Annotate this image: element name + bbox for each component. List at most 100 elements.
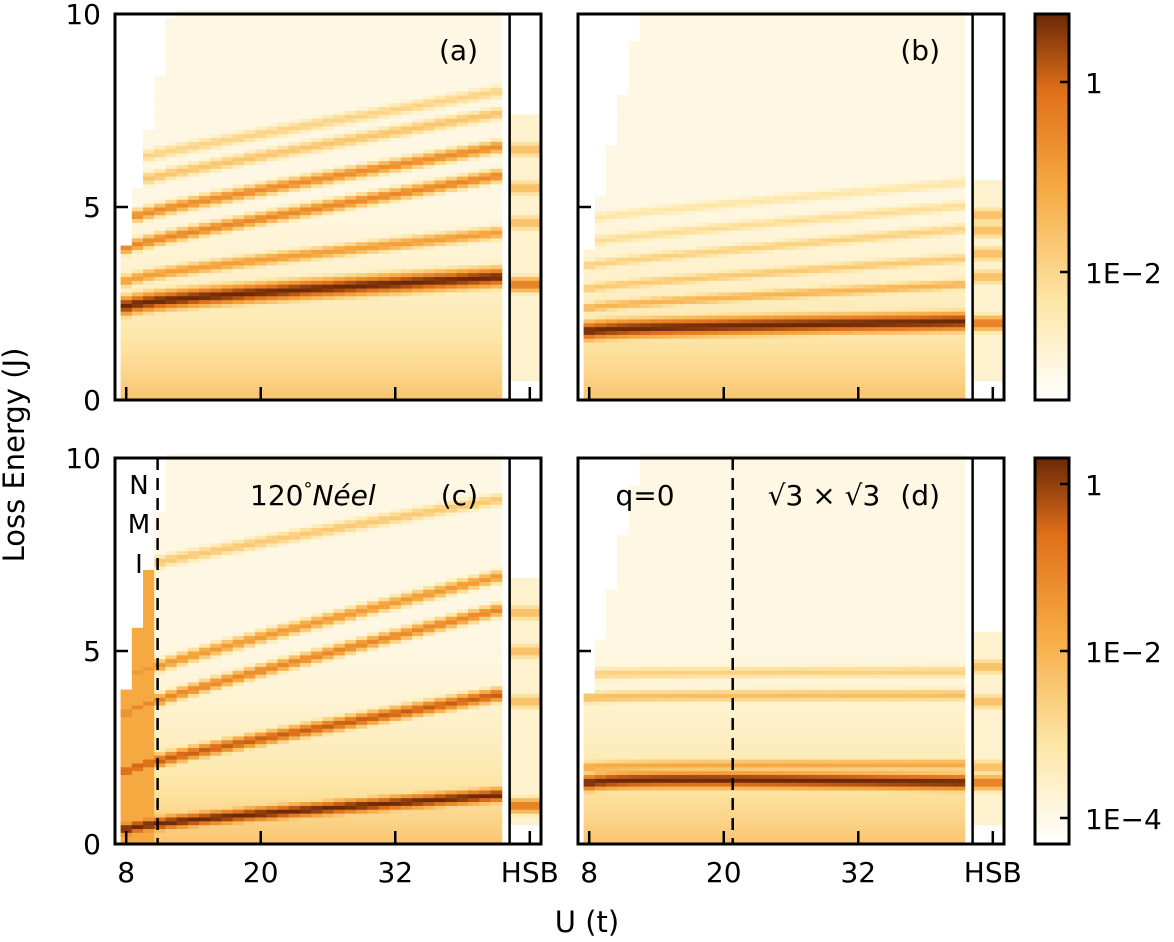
heatmap-cell <box>434 249 447 254</box>
heatmap-cell <box>277 141 290 146</box>
heatmap-cell <box>479 326 492 332</box>
heatmap-cell <box>344 234 357 239</box>
heatmap-cell <box>445 315 458 320</box>
heatmap-cell <box>468 48 480 54</box>
heatmap-cell <box>154 245 166 250</box>
heatmap-cell <box>367 326 379 332</box>
heatmap-cell <box>344 353 357 359</box>
heatmap-cell <box>695 241 708 247</box>
heatmap-cell <box>650 133 663 139</box>
heatmap-cell <box>729 222 742 227</box>
heatmap-cell <box>490 21 503 27</box>
heatmap-cell <box>479 141 492 146</box>
heatmap-cell <box>299 68 312 73</box>
heatmap-cell-hsb <box>509 234 541 239</box>
heatmap-cell <box>232 392 245 397</box>
heatmap-cell <box>673 75 685 81</box>
heatmap-cell <box>187 210 200 216</box>
heatmap-cell <box>400 365 413 370</box>
heatmap-cell <box>650 118 663 123</box>
heatmap-cell <box>243 33 256 38</box>
heatmap-cell <box>479 284 492 289</box>
heatmap-cell <box>456 349 469 355</box>
heatmap-cell <box>751 60 764 65</box>
heatmap-cell <box>221 288 234 293</box>
heatmap-cell <box>762 195 775 200</box>
heatmap-cell <box>288 145 301 150</box>
heatmap-cell <box>729 234 742 239</box>
heatmap-cell <box>628 141 641 146</box>
heatmap-cell <box>695 207 708 212</box>
heatmap-cell <box>740 52 753 57</box>
heatmap-cell <box>729 41 742 46</box>
heatmap-cell <box>456 10 469 15</box>
heatmap-cell <box>695 353 708 359</box>
heatmap-cell <box>650 311 663 316</box>
heatmap-cell <box>143 334 155 339</box>
heatmap-cell <box>468 257 480 262</box>
heatmap-cell <box>729 110 742 115</box>
heatmap-cell <box>695 41 708 46</box>
heatmap-cell <box>718 75 730 81</box>
heatmap-cell <box>322 234 335 239</box>
heatmap-cell <box>356 183 368 189</box>
heatmap-cell <box>479 388 492 393</box>
heatmap-cell <box>333 210 346 216</box>
heatmap-cell <box>762 95 775 100</box>
heatmap-cell <box>187 71 200 77</box>
heatmap-cell <box>490 183 503 189</box>
heatmap-cell <box>221 261 234 266</box>
heatmap-cell <box>243 75 256 81</box>
heatmap-cell <box>199 284 211 289</box>
heatmap-cell <box>740 152 753 158</box>
heatmap-cell <box>299 280 312 285</box>
heatmap-cell <box>311 318 323 324</box>
heatmap-cell <box>299 353 312 359</box>
heatmap-cell <box>751 214 764 220</box>
heatmap-cell <box>389 122 402 127</box>
heatmap-cell <box>606 145 618 150</box>
heatmap-cell <box>445 280 458 285</box>
heatmap-cell <box>266 83 279 88</box>
heatmap-cell <box>344 87 357 92</box>
heatmap-cell <box>344 307 357 312</box>
heatmap-cell <box>762 380 775 386</box>
heatmap-cell <box>266 330 279 335</box>
heatmap-cell <box>311 222 323 227</box>
heatmap-cell <box>378 33 391 38</box>
heatmap-cell <box>131 349 144 355</box>
heatmap-cell <box>662 295 674 301</box>
heatmap-cell <box>650 214 663 220</box>
heatmap-cell <box>617 149 629 154</box>
heatmap-cell <box>751 172 764 177</box>
heatmap-cell <box>774 388 786 393</box>
heatmap-cell <box>400 222 413 227</box>
heatmap-cell <box>706 21 719 27</box>
heatmap-cell <box>255 280 267 285</box>
heatmap-cell <box>143 315 155 320</box>
heatmap-cell <box>490 176 503 181</box>
heatmap-cell <box>445 318 458 324</box>
heatmap-cell <box>490 376 503 382</box>
heatmap-cell <box>367 187 379 193</box>
heatmap-cell <box>490 141 503 146</box>
heatmap-cell <box>456 369 469 374</box>
heatmap-cell <box>490 149 503 154</box>
heatmap-cell <box>628 291 641 297</box>
heatmap-cell <box>695 295 708 301</box>
heatmap-cell <box>423 17 435 23</box>
heatmap-cell <box>311 187 323 193</box>
heatmap-cell <box>378 168 391 173</box>
heatmap-cell <box>412 52 424 57</box>
heatmap-cell <box>729 75 742 81</box>
heatmap-cell <box>143 230 155 235</box>
heatmap-cell <box>165 114 178 119</box>
heatmap-cell <box>356 10 368 15</box>
heatmap-cell <box>266 234 279 239</box>
heatmap-cell <box>311 56 323 61</box>
heatmap-cell <box>718 295 730 301</box>
heatmap-cell <box>412 137 424 142</box>
heatmap-cell <box>490 48 503 54</box>
heatmap-cell <box>288 326 301 332</box>
heatmap-cell <box>718 133 730 139</box>
